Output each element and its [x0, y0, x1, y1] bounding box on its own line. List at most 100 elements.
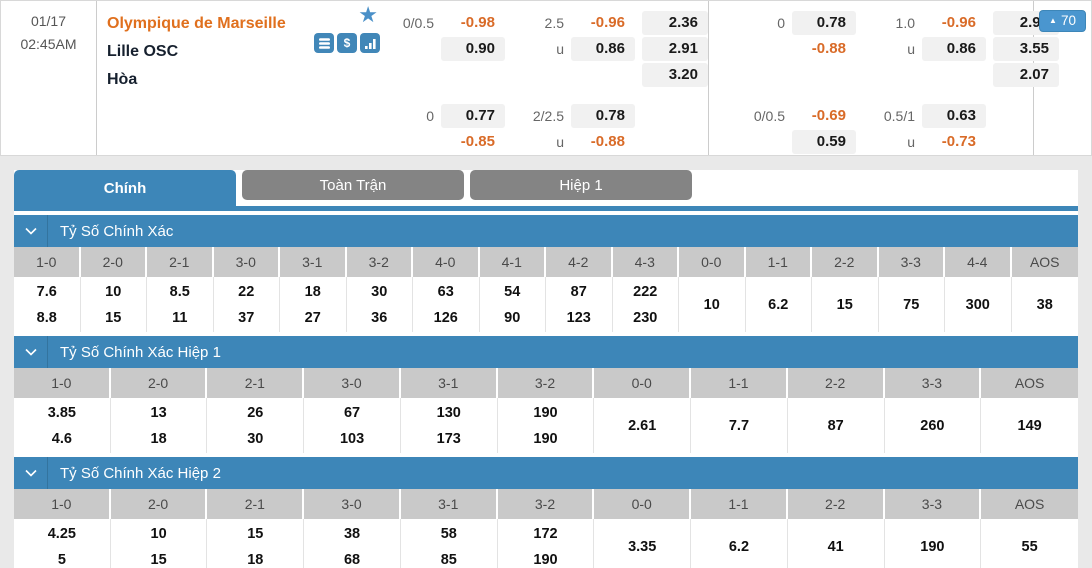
score-odds-cell[interactable]: 87 123 — [546, 277, 613, 332]
score-odds-cell[interactable]: 190 — [885, 519, 982, 568]
over-odds-value[interactable]: 0.63 — [922, 104, 986, 128]
score-odds-cell[interactable]: 3.85 4.6 — [14, 398, 111, 453]
tab-toan-tran[interactable]: Toàn Trận — [242, 170, 464, 200]
under-odds-value[interactable]: -0.88 — [590, 133, 625, 150]
odds-value[interactable]: 55 — [1021, 538, 1038, 555]
handicap-odds-value[interactable]: -0.69 — [811, 107, 846, 124]
under-odds-value[interactable]: 0.86 — [571, 37, 635, 61]
odds-value[interactable]: 260 — [920, 417, 945, 434]
odds-value[interactable]: 7.7 — [728, 417, 750, 434]
section-header[interactable]: Tỷ Số Chính Xác Hiệp 2 — [14, 457, 1078, 489]
odds-value[interactable]: 6.2 — [768, 296, 789, 313]
score-odds-cell[interactable]: 15 18 — [207, 519, 305, 568]
home-team-name[interactable]: Olympique de Marseille — [107, 15, 286, 32]
odds-value[interactable]: 126 — [433, 309, 458, 326]
score-odds-cell[interactable]: 222 230 — [613, 277, 679, 332]
odds-value[interactable]: 18 — [150, 430, 167, 447]
handicap-odds-value[interactable]: 0.59 — [792, 130, 856, 154]
odds-value[interactable]: 300 — [965, 296, 990, 313]
odds-value[interactable]: 38 — [343, 525, 361, 542]
odds-value[interactable]: 63 — [437, 283, 454, 300]
score-odds-cell[interactable]: 67 103 — [304, 398, 401, 453]
section-header[interactable]: Tỷ Số Chính Xác Hiệp 1 — [14, 336, 1078, 368]
score-odds-cell[interactable]: 55 — [981, 519, 1078, 568]
odds-value[interactable]: 4.6 — [51, 430, 72, 447]
1x2-draw-odds[interactable]: 3.20 — [642, 63, 708, 87]
odds-value[interactable]: 54 — [504, 283, 521, 300]
odds-value[interactable]: 58 — [440, 525, 457, 542]
1x2-draw-odds[interactable]: 2.07 — [993, 63, 1059, 87]
odds-value[interactable]: 130 — [436, 404, 461, 421]
odds-value[interactable]: 18 — [304, 283, 321, 300]
markets-count-badge[interactable]: ▲ 70 — [1039, 10, 1086, 32]
chevron-down-icon[interactable] — [14, 215, 48, 247]
score-odds-cell[interactable]: 18 27 — [280, 277, 347, 332]
odds-value[interactable]: 190 — [533, 404, 558, 421]
score-odds-cell[interactable]: 15 — [812, 277, 879, 332]
odds-value[interactable]: 190 — [920, 538, 945, 555]
score-odds-cell[interactable]: 13 18 — [111, 398, 208, 453]
score-odds-cell[interactable]: 190 190 — [498, 398, 595, 453]
score-odds-cell[interactable]: 2.61 — [594, 398, 692, 453]
score-odds-cell[interactable]: 130 173 — [401, 398, 498, 453]
odds-value[interactable]: 103 — [339, 430, 365, 447]
odds-value[interactable]: 75 — [903, 296, 920, 313]
handicap-odds-value[interactable]: 0.90 — [441, 37, 505, 61]
odds-value[interactable]: 15 — [247, 525, 264, 542]
handicap-odds-value[interactable]: 0.77 — [441, 104, 505, 128]
score-odds-cell[interactable]: 4.25 5 — [14, 519, 111, 568]
away-team-name[interactable]: Lille OSC — [107, 43, 179, 60]
odds-value[interactable]: 68 — [343, 551, 361, 568]
odds-value[interactable]: 7.6 — [36, 283, 57, 300]
odds-value[interactable]: 11 — [172, 309, 188, 326]
score-odds-cell[interactable]: 41 — [788, 519, 885, 568]
odds-value[interactable]: 190 — [533, 430, 558, 447]
score-odds-cell[interactable]: 10 15 — [111, 519, 208, 568]
odds-value[interactable]: 38 — [1036, 296, 1053, 313]
odds-value[interactable]: 85 — [440, 551, 457, 568]
under-odds-value[interactable]: 0.86 — [922, 37, 986, 61]
odds-value[interactable]: 10 — [703, 296, 720, 313]
score-odds-cell[interactable]: 6.2 — [691, 519, 788, 568]
odds-value[interactable]: 67 — [343, 404, 361, 421]
score-odds-cell[interactable]: 38 — [1012, 277, 1079, 332]
handicap-odds-value[interactable]: -0.88 — [811, 40, 846, 57]
odds-value[interactable]: 13 — [150, 404, 167, 421]
score-odds-cell[interactable]: 87 — [788, 398, 885, 453]
odds-value[interactable]: 4.25 — [47, 525, 76, 542]
odds-value[interactable]: 3.85 — [47, 404, 76, 421]
score-odds-cell[interactable]: 149 — [981, 398, 1078, 453]
tab-hiep-1[interactable]: Hiệp 1 — [470, 170, 692, 200]
score-odds-cell[interactable]: 26 30 — [207, 398, 305, 453]
score-odds-cell[interactable]: 300 — [945, 277, 1012, 332]
odds-value[interactable]: 2.61 — [628, 417, 657, 434]
score-odds-cell[interactable]: 58 85 — [401, 519, 498, 568]
over-odds-value[interactable]: -0.96 — [590, 14, 625, 31]
score-odds-cell[interactable]: 7.7 — [691, 398, 788, 453]
score-odds-cell[interactable]: 7.6 8.8 — [14, 277, 81, 332]
bar-chart-icon[interactable] — [360, 33, 380, 53]
odds-value[interactable]: 172 — [533, 525, 558, 542]
score-odds-cell[interactable]: 172 190 — [498, 519, 595, 568]
odds-value[interactable]: 22 — [238, 283, 255, 300]
score-odds-cell[interactable]: 3.35 — [594, 519, 692, 568]
score-odds-cell[interactable]: 260 — [885, 398, 982, 453]
handicap-odds-value[interactable]: 0.78 — [792, 11, 856, 35]
score-odds-cell[interactable]: 10 15 — [81, 277, 147, 332]
1x2-home-odds[interactable]: 2.36 — [642, 11, 708, 35]
odds-value[interactable]: 230 — [633, 309, 658, 326]
odds-value[interactable]: 3.35 — [628, 538, 657, 555]
tab-chinh[interactable]: Chính — [14, 170, 236, 206]
odds-value[interactable]: 123 — [566, 309, 591, 326]
score-odds-cell[interactable]: 54 90 — [480, 277, 546, 332]
over-odds-value[interactable]: 0.78 — [571, 104, 635, 128]
odds-value[interactable]: 41 — [827, 538, 844, 555]
odds-value[interactable]: 15 — [836, 296, 853, 313]
odds-value[interactable]: 149 — [1017, 417, 1042, 434]
score-odds-cell[interactable]: 63 126 — [413, 277, 480, 332]
odds-value[interactable]: 26 — [247, 404, 264, 421]
score-odds-cell[interactable]: 10 — [679, 277, 746, 332]
odds-value[interactable]: 8.5 — [169, 283, 190, 300]
stats-stack-icon[interactable] — [314, 33, 334, 53]
handicap-odds-value[interactable]: -0.85 — [460, 133, 495, 150]
